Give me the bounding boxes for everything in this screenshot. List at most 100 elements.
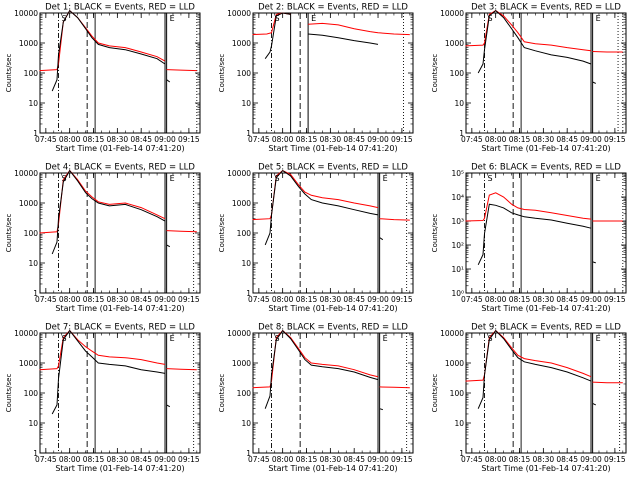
x-tick-label: 08:00 [59, 135, 81, 144]
y-axis-label: Counts/sec [218, 214, 226, 253]
events-series-line [51, 169, 166, 255]
interval-marker-e: E [170, 334, 175, 343]
y-axis-label: Counts/sec [431, 214, 439, 253]
interval-marker-e: E [383, 334, 388, 343]
plot-frame [465, 332, 627, 454]
x-axis-label: Start Time (01-Feb-14 07:41:20) [55, 464, 184, 473]
x-tick-label: 07:45 [248, 135, 270, 144]
y-tick-label: 10 [241, 419, 251, 428]
y-tick-label: 1 [459, 129, 464, 138]
events-series-line [166, 79, 171, 83]
detector-panel: Det 9: BLACK = Events, RED = LLD Start Ti… [431, 323, 627, 473]
y-tick-label: 1000 [445, 359, 464, 368]
x-tick-label: 08:30 [107, 295, 129, 304]
x-tick-label: 08:00 [272, 455, 294, 464]
detector-panel: Det 6: BLACK = Events, RED = LLD Start Ti… [431, 163, 627, 313]
lld-series-line [39, 9, 166, 72]
x-tick-label: 08:45 [343, 295, 365, 304]
x-tick-label: 08:15 [296, 455, 318, 464]
events-series-line [308, 33, 379, 45]
interval-marker-e: E [170, 174, 175, 183]
interval-marker-e: E [596, 334, 601, 343]
x-tick-label: 09:15 [604, 455, 626, 464]
x-tick-label: 07:45 [35, 295, 57, 304]
lld-series-line [166, 368, 197, 371]
y-tick-label: 1 [33, 449, 38, 458]
interval-marker-s: S [275, 14, 280, 23]
y-tick-label: 10⁰ [451, 289, 464, 298]
lld-series-line [592, 381, 623, 384]
y-tick-label: 10 [454, 419, 464, 428]
x-tick-label: 08:15 [296, 295, 318, 304]
x-tick-label: 09:15 [604, 135, 626, 144]
x-tick-label: 09:00 [367, 135, 389, 144]
interval-marker-e: E [383, 174, 388, 183]
interval-marker-s: S [275, 334, 280, 343]
y-axis-label: Counts/sec [5, 374, 13, 413]
y-tick-label: 10 [28, 259, 38, 268]
interval-marker-s: S [62, 174, 67, 183]
x-tick-label: 07:45 [461, 455, 483, 464]
x-tick-label: 08:15 [83, 295, 105, 304]
x-tick-label: 08:45 [130, 295, 152, 304]
y-tick-label: 10000 [227, 169, 251, 178]
y-tick-label: 10 [241, 99, 251, 108]
y-tick-label: 100 [24, 389, 39, 398]
y-tick-label: 100 [24, 69, 39, 78]
y-axis-label: Counts/sec [218, 54, 226, 93]
y-tick-label: 10¹ [451, 265, 464, 274]
x-tick-label: 08:30 [320, 295, 342, 304]
detector-panel: Det 4: BLACK = Events, RED = LLD Start Ti… [5, 163, 201, 313]
y-tick-label: 10 [28, 99, 38, 108]
events-series-line [592, 402, 597, 406]
y-tick-label: 1000 [19, 359, 38, 368]
y-axis-label: Counts/sec [218, 374, 226, 413]
y-axis-label: Counts/sec [5, 54, 13, 93]
x-tick-label: 08:45 [556, 455, 578, 464]
x-tick-label: 09:15 [391, 295, 413, 304]
lld-series-line [465, 192, 592, 222]
y-tick-label: 100 [237, 389, 252, 398]
interval-marker-s: S [488, 334, 493, 343]
interval-marker-s: S [62, 14, 67, 23]
plot-frame [465, 172, 627, 294]
detector-panel: Det 1: BLACK = Events, RED = LLD Start Ti… [5, 3, 201, 153]
interval-marker-s: S [275, 174, 280, 183]
x-tick-label: 08:00 [59, 455, 81, 464]
lld-series-line [379, 386, 410, 389]
x-tick-label: 08:30 [320, 135, 342, 144]
y-tick-label: 100 [237, 229, 252, 238]
y-tick-label: 1000 [232, 39, 251, 48]
x-axis-label: Start Time (01-Feb-14 07:41:20) [481, 304, 610, 313]
y-tick-label: 1000 [19, 39, 38, 48]
x-tick-label: 09:15 [178, 455, 200, 464]
panel-title: Det 2: BLACK = Events, RED = LLD [258, 3, 408, 13]
y-tick-label: 100 [450, 69, 465, 78]
x-tick-label: 09:00 [580, 295, 602, 304]
y-tick-label: 100 [237, 69, 252, 78]
plot-frame [39, 172, 201, 294]
lld-series-line [379, 218, 410, 221]
y-tick-label: 10000 [227, 9, 251, 18]
x-tick-label: 08:30 [533, 455, 555, 464]
y-tick-label: 1 [246, 129, 251, 138]
x-tick-label: 08:00 [485, 295, 507, 304]
panel-title: Det 7: BLACK = Events, RED = LLD [45, 323, 195, 333]
lld-series-line [166, 230, 197, 233]
panel-title: Det 6: BLACK = Events, RED = LLD [471, 163, 621, 173]
x-tick-label: 08:00 [272, 295, 294, 304]
x-tick-label: 09:15 [391, 135, 413, 144]
x-axis-label: Start Time (01-Feb-14 07:41:20) [268, 304, 397, 313]
x-tick-label: 08:00 [485, 455, 507, 464]
y-tick-label: 10000 [14, 329, 38, 338]
x-tick-label: 09:15 [178, 135, 200, 144]
interval-marker-s: S [488, 14, 493, 23]
x-tick-label: 09:00 [154, 455, 176, 464]
x-tick-label: 07:45 [35, 455, 57, 464]
x-tick-label: 08:00 [485, 135, 507, 144]
x-axis-label: Start Time (01-Feb-14 07:41:20) [55, 144, 184, 153]
x-tick-label: 08:15 [83, 135, 105, 144]
y-tick-label: 1000 [19, 199, 38, 208]
y-tick-label: 1 [33, 289, 38, 298]
